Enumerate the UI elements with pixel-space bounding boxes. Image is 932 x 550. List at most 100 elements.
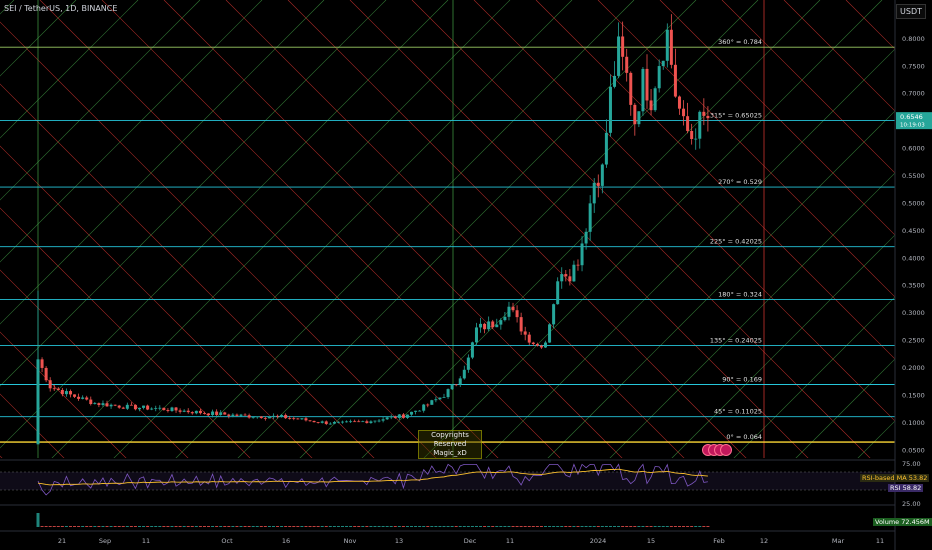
volume-value: 72.456M	[901, 518, 930, 526]
candle-body	[657, 66, 661, 89]
candle-body	[511, 306, 515, 311]
volume-bar	[470, 526, 474, 527]
candle-body	[129, 404, 133, 406]
volume-bar	[515, 526, 519, 527]
volume-bar	[665, 526, 669, 527]
volume-bar	[401, 526, 405, 527]
candle-body	[608, 86, 612, 133]
candle-body	[385, 417, 389, 420]
volume-bar	[198, 526, 202, 527]
volume-bar	[410, 526, 414, 527]
gann-line-green	[0, 0, 387, 387]
candle-body	[64, 391, 68, 395]
candle-body	[255, 416, 259, 418]
event-marker[interactable]	[720, 444, 732, 456]
volume-bar	[487, 526, 491, 527]
volume-bar	[548, 526, 552, 527]
volume-bar	[336, 526, 340, 527]
price-tick-label: 0.6000	[902, 145, 925, 153]
candle-body	[133, 404, 137, 410]
candle-body	[101, 403, 105, 405]
volume-bar	[661, 526, 665, 527]
volume-bar	[641, 526, 645, 527]
volume-bar	[357, 526, 361, 527]
volume-bar	[93, 526, 97, 527]
volume-bar	[422, 526, 426, 527]
gann-line-red	[0, 331, 127, 458]
candle-body	[686, 116, 690, 131]
volume-bar	[592, 526, 596, 527]
candle-body	[600, 164, 604, 186]
volume-bar	[673, 526, 677, 527]
candle-body	[617, 36, 621, 76]
volume-bar	[596, 526, 600, 527]
gann-line-green	[547, 110, 895, 458]
volume-bar	[85, 526, 89, 527]
volume-bar	[324, 526, 328, 527]
candle-body	[539, 345, 543, 348]
volume-bar	[101, 526, 105, 527]
candle-body	[580, 243, 584, 266]
volume-bar	[389, 526, 393, 527]
candle-body	[186, 410, 190, 413]
volume-bar	[170, 526, 174, 527]
volume-bar	[706, 526, 710, 527]
volume-bar	[308, 526, 312, 527]
volume-bar	[235, 526, 239, 527]
volume-bar	[284, 526, 288, 527]
volume-bar	[454, 526, 458, 527]
volume-bar	[653, 526, 657, 527]
price-tick-label: 0.4500	[902, 227, 925, 235]
volume-bar	[255, 526, 259, 527]
candle-body	[462, 369, 466, 379]
candle-body	[556, 281, 560, 305]
volume-bar	[405, 526, 409, 527]
candle-body	[296, 418, 300, 420]
candle-body	[690, 130, 694, 139]
candle-body	[491, 321, 495, 328]
volume-bar	[194, 526, 198, 527]
candle-body	[288, 418, 292, 419]
currency-badge[interactable]: USDT	[896, 4, 926, 19]
candle-body	[174, 407, 178, 411]
gann-level-label: 135° = 0.24025	[710, 336, 762, 344]
price-tick-label: 0.3500	[902, 282, 925, 290]
volume-bar	[292, 526, 296, 527]
candle-body	[251, 417, 255, 419]
volume-bar	[621, 526, 625, 527]
volume-bar	[239, 526, 243, 527]
gann-line-green	[485, 48, 895, 458]
gann-line-green	[733, 296, 895, 458]
gann-line-green	[0, 0, 15, 15]
candle-body	[235, 414, 239, 416]
volume-bar	[73, 526, 77, 527]
candle-body	[706, 115, 710, 119]
candle-body	[162, 407, 166, 411]
volume-bar	[544, 526, 547, 527]
volume-bar	[483, 526, 487, 527]
volume-bar	[584, 526, 588, 527]
volume-bar	[227, 526, 231, 527]
volume-bar	[617, 526, 621, 527]
candle-body	[531, 342, 535, 344]
candle-body	[527, 334, 531, 343]
gann-line-red	[0, 269, 189, 458]
candle-body	[247, 415, 251, 418]
price-tick-label: 0.8000	[902, 35, 925, 43]
volume-bar	[531, 526, 535, 527]
time-tick-label: 16	[282, 537, 290, 545]
time-tick-label: 13	[395, 537, 403, 545]
volume-bar	[576, 526, 580, 527]
candle-body	[77, 396, 81, 399]
gann-line-red	[659, 0, 895, 236]
candle-body	[239, 414, 243, 416]
volume-bar	[81, 526, 85, 527]
volume-bar	[613, 526, 617, 527]
candle-body	[548, 324, 552, 343]
time-tick-label: Oct	[221, 537, 233, 545]
candle-body	[353, 421, 357, 423]
rsi-ma-label: RSI-based MA 53.82	[860, 474, 930, 482]
volume-bar	[316, 526, 320, 527]
volume-bar	[304, 526, 308, 527]
